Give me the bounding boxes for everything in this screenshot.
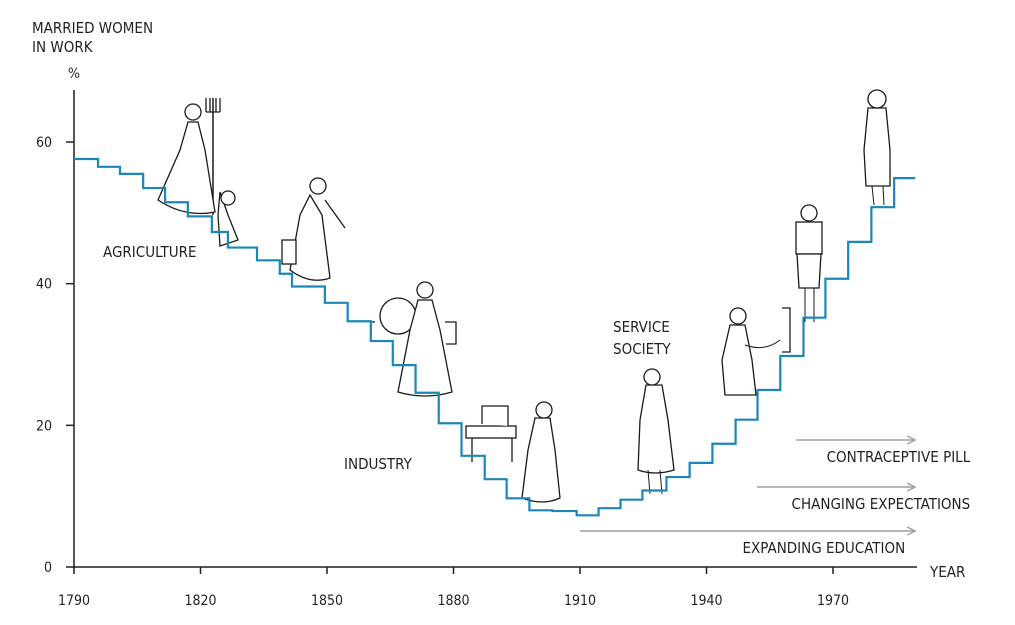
woman-with-folder-illustration [637, 368, 675, 495]
woman-with-spinning-wheel-illustration [372, 281, 457, 397]
modern-woman-with-bag-illustration [863, 89, 891, 206]
woman-in-suit-illustration [795, 204, 823, 322]
x-tick-label: 1820 [184, 593, 216, 609]
annotation-agriculture: AGRICULTURE [103, 243, 197, 261]
y-axis-unit: % [68, 66, 80, 82]
x-tick-label: 1880 [437, 593, 469, 609]
arrow-label: CONTRACEPTIVE PILL [827, 448, 971, 466]
y-tick-label: 0 [44, 560, 52, 576]
arrow-label: CHANGING EXPECTATIONS [792, 495, 971, 513]
x-tick-label: 1850 [311, 593, 343, 609]
arrow-label: EXPANDING EDUCATION [743, 539, 906, 557]
x-tick-label: 1910 [564, 593, 596, 609]
farm-woman-with-pitchfork-illustration [157, 98, 239, 247]
x-tick-label: 1940 [690, 593, 722, 609]
y-tick-label: 40 [36, 277, 52, 293]
x-tick-label: 1790 [58, 593, 90, 609]
annotation-society: SOCIETY [613, 340, 671, 358]
y-tick-label: 20 [36, 418, 52, 434]
x-tick-label: 1970 [817, 593, 849, 609]
y-tick-label: 60 [36, 135, 52, 151]
chart-title-line1: MARRIED WOMEN [32, 19, 153, 37]
sewing-machine-illustration [465, 405, 517, 462]
chart-title-line2: IN WORK [32, 38, 94, 56]
x-axis-label: YEAR [929, 563, 965, 581]
annotation-industry: INDUSTRY [344, 455, 413, 473]
woman-with-bucket-illustration [281, 177, 346, 281]
annotation-service: SERVICE [613, 318, 670, 336]
woman-in-apron-illustration [521, 401, 561, 503]
series-line-married-women [74, 157, 916, 517]
switchboard-operator-illustration [721, 307, 791, 396]
